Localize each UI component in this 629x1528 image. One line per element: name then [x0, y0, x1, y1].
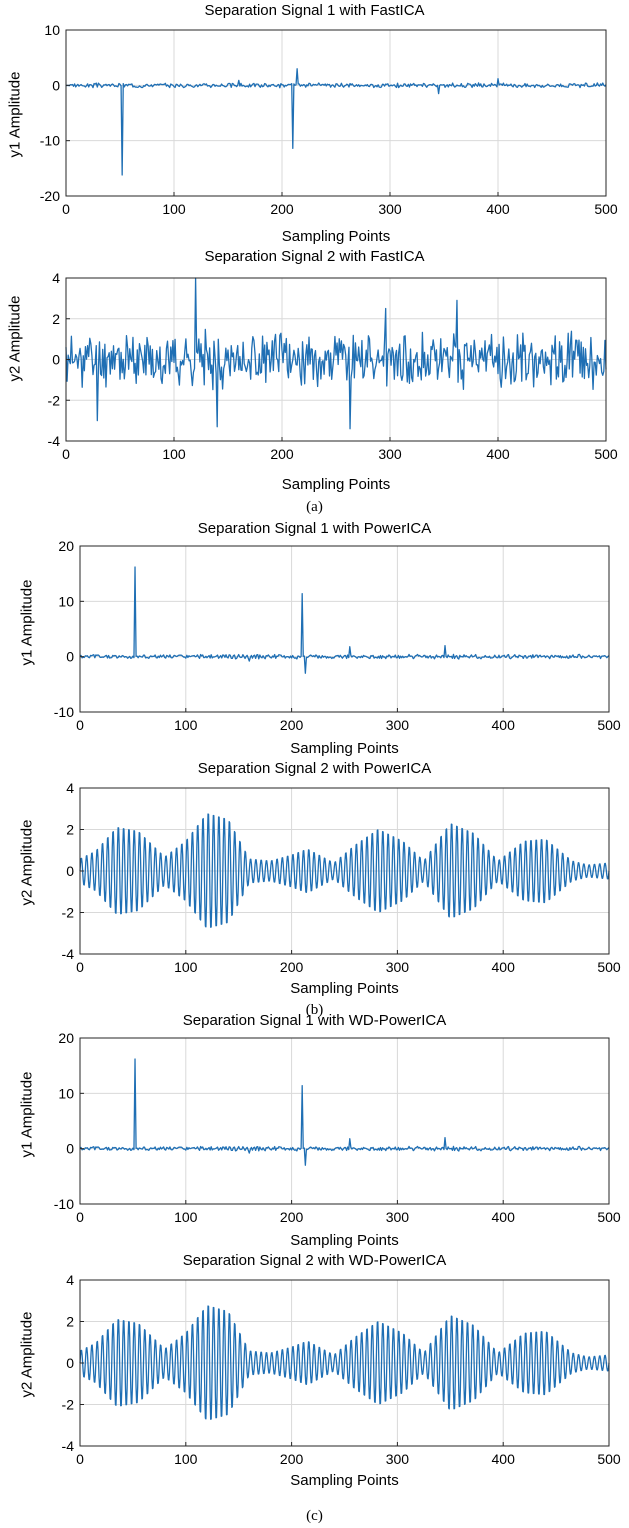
x-tick-label: 300	[386, 959, 410, 975]
axes-box	[79, 545, 610, 713]
x-tick-label: 100	[162, 201, 186, 217]
x-tick-label: 500	[597, 959, 621, 975]
series-line	[65, 68, 607, 176]
chart-fastica-signal-1: Separation Signal 1 with FastICA y1 Ampl…	[0, 0, 629, 250]
chart-title: Separation Signal 2 with WD-PowerICA	[182, 1252, 447, 1269]
x-axis-label: Sampling Points	[281, 476, 391, 493]
y-tick-label: 20	[58, 538, 74, 554]
caption-a: (a)	[306, 499, 323, 515]
y-tick-label: 20	[58, 1030, 74, 1046]
series-line	[79, 1305, 610, 1420]
chart-title: Separation Signal 2 with FastICA	[204, 248, 425, 265]
x-tick-label: 300	[386, 1209, 410, 1225]
x-tick-label: 100	[174, 1209, 198, 1225]
x-tick-label: 400	[492, 717, 516, 733]
y-tick-label: -10	[54, 704, 74, 720]
chart-title: Separation Signal 2 with PowerICA	[197, 760, 432, 777]
x-tick-label: 500	[597, 1451, 621, 1467]
x-tick-label: 200	[280, 1451, 304, 1467]
chart-wd-powerica-signal-1: Separation Signal 1 with WD-PowerICA y1 …	[0, 1012, 629, 1249]
y-tick-label: 2	[66, 822, 74, 838]
plot-area: 0 100 200 300 400 500 4 2 0 -2 -4	[62, 1272, 621, 1467]
chart-title: Separation Signal 1 with FastICA	[204, 2, 425, 19]
series-line	[79, 1058, 610, 1166]
x-axis-label: Sampling Points	[281, 228, 391, 245]
x-tick-label: 100	[174, 717, 198, 733]
y-tick-label: 2	[66, 1314, 74, 1330]
series-line	[79, 813, 610, 928]
x-tick-label: 300	[378, 446, 402, 462]
x-tick-label: 300	[378, 201, 402, 217]
caption-b: (b)	[305, 1002, 324, 1018]
y-tick-label: -20	[40, 188, 60, 204]
y-tick-label: 4	[66, 780, 74, 796]
series-line	[65, 277, 607, 430]
y-tick-label: -10	[54, 1196, 74, 1212]
x-tick-label: 0	[76, 1209, 84, 1225]
y-tick-label: 4	[66, 1272, 74, 1288]
x-axis-label: Sampling Points	[290, 1472, 399, 1489]
series-line	[79, 566, 610, 674]
x-tick-label: 0	[62, 201, 70, 217]
y-tick-label: 0	[66, 1355, 74, 1371]
x-tick-label: 300	[386, 1451, 410, 1467]
plot-area: 0 100 200 300 400 500 4 2 0 -2 -4	[62, 780, 621, 975]
y-tick-label: 0	[52, 77, 60, 93]
x-tick-label: 200	[270, 446, 294, 462]
axes-box	[79, 1037, 610, 1205]
y-tick-label: -4	[48, 433, 61, 449]
x-tick-label: 400	[492, 1209, 516, 1225]
x-tick-label: 300	[386, 717, 410, 733]
x-tick-label: 100	[162, 446, 186, 462]
x-tick-label: 100	[174, 1451, 198, 1467]
chart-title: Separation Signal 1 with WD-PowerICA	[182, 1012, 447, 1029]
y-tick-label: 0	[66, 1141, 74, 1157]
chart-wd-powerica-signal-2: Separation Signal 2 with WD-PowerICA y2 …	[0, 1252, 629, 1528]
y-tick-label: -4	[62, 946, 75, 962]
x-tick-label: 400	[492, 959, 516, 975]
x-tick-label: 0	[62, 446, 70, 462]
y-tick-label: -2	[62, 905, 75, 921]
x-tick-label: 200	[280, 1209, 304, 1225]
x-tick-label: 100	[174, 959, 198, 975]
x-tick-label: 400	[486, 446, 510, 462]
x-tick-label: 400	[486, 201, 510, 217]
y-tick-label: 4	[52, 270, 60, 286]
x-axis-label: Sampling Points	[290, 740, 399, 757]
y-tick-label: 10	[58, 1085, 74, 1101]
y-tick-label: 2	[52, 311, 60, 327]
y-tick-label: 0	[66, 649, 74, 665]
plot-area: 0 100 200 300 400 500 4 2 0 -2 -4	[48, 270, 618, 462]
y-tick-label: -10	[40, 133, 60, 149]
x-tick-label: 200	[280, 717, 304, 733]
y-tick-label: 10	[44, 22, 60, 38]
x-tick-label: 500	[597, 717, 621, 733]
x-tick-label: 400	[492, 1451, 516, 1467]
y-tick-label: -2	[62, 1397, 75, 1413]
x-tick-label: 0	[76, 717, 84, 733]
chart-title: Separation Signal 1 with PowerICA	[197, 520, 432, 537]
x-tick-label: 0	[76, 1451, 84, 1467]
caption-c: (c)	[306, 1508, 323, 1524]
y-tick-label: 0	[66, 863, 74, 879]
chart-fastica-signal-2: Separation Signal 2 with FastICA y2 Ampl…	[0, 248, 629, 510]
x-tick-label: 200	[280, 959, 304, 975]
x-axis-label: Sampling Points	[290, 980, 399, 997]
x-tick-label: 500	[597, 1209, 621, 1225]
chart-powerica-signal-1: Separation Signal 1 with PowerICA y1 Amp…	[0, 520, 629, 757]
y-tick-label: -2	[48, 392, 61, 408]
x-tick-label: 500	[594, 446, 618, 462]
y-tick-label: 10	[58, 593, 74, 609]
y-tick-label: -4	[62, 1438, 75, 1454]
x-tick-label: 500	[594, 201, 618, 217]
x-axis-label: Sampling Points	[290, 1232, 399, 1249]
x-tick-label: 0	[76, 959, 84, 975]
x-tick-label: 200	[270, 201, 294, 217]
axes-box	[65, 29, 607, 197]
y-tick-label: 0	[52, 352, 60, 368]
chart-powerica-signal-2: Separation Signal 2 with PowerICA y2 Amp…	[0, 760, 629, 1012]
